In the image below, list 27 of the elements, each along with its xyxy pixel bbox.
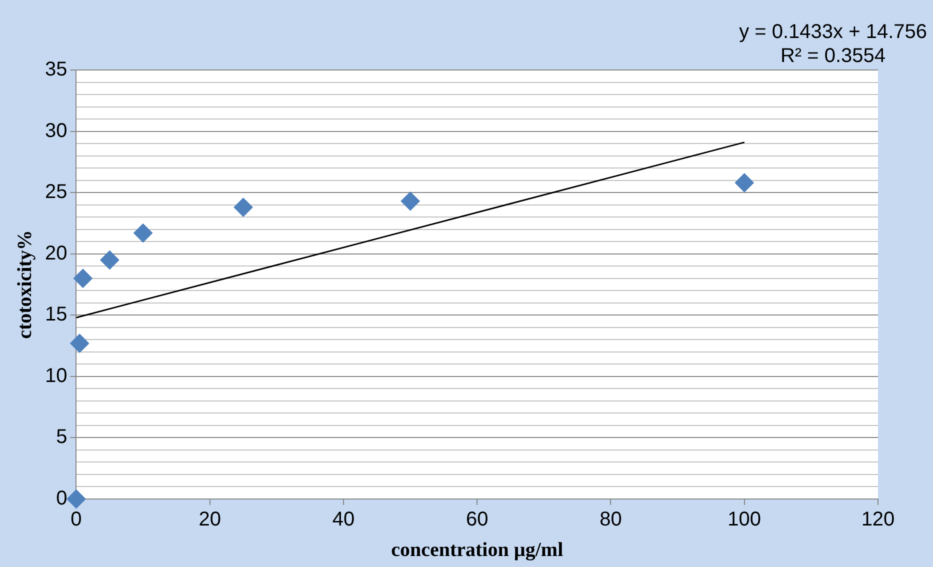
x-tick-label: 80: [600, 508, 622, 531]
point: [734, 173, 754, 192]
text: y = 0.1433x + 14.756: [739, 20, 927, 44]
x-tick-label: 20: [198, 508, 221, 531]
x-tick-label: 100: [728, 508, 762, 531]
text: R² = 0.3554: [779, 44, 887, 68]
point: [66, 490, 86, 508]
x-tick-label: 0: [70, 508, 82, 531]
point: [70, 334, 90, 353]
y-axis-title: ctotoxicity%: [14, 230, 36, 339]
y-tick-label: 30: [44, 120, 68, 142]
x-tick-label: 40: [332, 508, 355, 531]
y-tick-label: 20: [44, 242, 68, 264]
y-tick-label: 25: [44, 181, 68, 204]
y-tick-label: 35: [44, 58, 68, 81]
y-tick-label: 5: [56, 426, 68, 448]
point: [234, 198, 253, 217]
x-tick-label: 120: [861, 508, 895, 531]
x-tick-label: 60: [466, 508, 488, 531]
point: [400, 192, 420, 211]
point: [73, 268, 92, 288]
y-tick-label: 10: [44, 364, 68, 387]
point: [134, 224, 153, 243]
y-tick-label: 15: [44, 304, 68, 326]
point: [100, 250, 120, 270]
y-tick-label: 0: [56, 488, 68, 510]
x-axis-title: concentration µg/ml: [391, 539, 564, 562]
